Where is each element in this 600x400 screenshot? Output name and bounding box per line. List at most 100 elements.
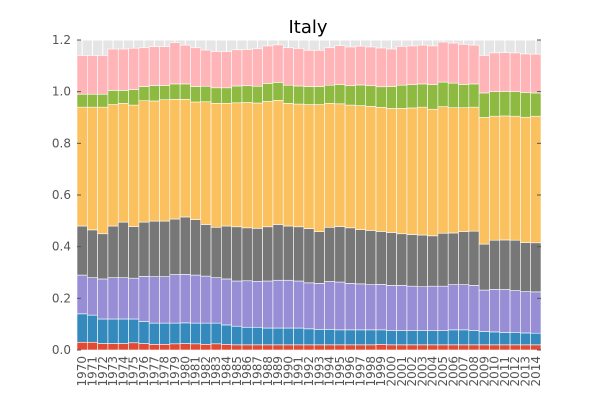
bar-segment — [210, 226, 222, 278]
bar-segment — [437, 344, 449, 351]
bar-segment — [138, 86, 150, 102]
bar-segment — [293, 327, 305, 346]
bar-segment — [406, 330, 418, 346]
bar-segment — [282, 102, 294, 227]
bar-segment — [117, 48, 129, 91]
bar-segment — [386, 108, 397, 233]
bar-segment — [386, 86, 397, 109]
bar-segment — [272, 224, 284, 281]
x-tick-label: 1990 — [281, 356, 295, 387]
bar-segment — [416, 344, 428, 351]
x-tick-label: 2011 — [498, 356, 512, 387]
bar-segment — [303, 104, 315, 229]
bar-segment — [396, 233, 408, 286]
bar-segment — [241, 344, 253, 351]
bar-segment — [117, 102, 129, 223]
bar-segment — [458, 44, 470, 85]
bar-segment — [179, 343, 191, 351]
bar-segment — [272, 327, 284, 346]
bar-segment — [303, 86, 315, 105]
x-tick-label: 2006 — [446, 356, 460, 387]
bar-segment — [159, 276, 171, 324]
bar-segment — [293, 48, 305, 87]
bar-segment — [437, 285, 449, 331]
x-tick-label: 1972 — [96, 356, 110, 387]
bar-segment — [313, 50, 325, 87]
bar-segment — [313, 231, 325, 284]
bar-segment — [107, 343, 119, 351]
bar-segment — [478, 55, 490, 94]
y-tick-label: 0.2 — [52, 291, 71, 305]
bar-segment — [241, 280, 253, 328]
bar-segment — [303, 228, 315, 284]
bar-segment — [251, 228, 263, 282]
bar-segment — [520, 53, 531, 94]
bar-segment — [128, 104, 140, 227]
bar-segment — [97, 93, 109, 108]
bar-segment — [375, 329, 387, 345]
bar-segment — [169, 83, 181, 100]
bar-segment — [76, 225, 88, 276]
bar-segment — [365, 106, 377, 231]
bar-segment — [128, 226, 140, 279]
bar-segment — [427, 344, 439, 351]
bar-segment — [221, 278, 232, 326]
bar-segment — [97, 106, 109, 235]
bar-segment — [396, 285, 408, 331]
bar-segment — [210, 277, 222, 324]
bar-segment — [520, 332, 531, 346]
x-tick-label: 1986 — [240, 356, 254, 387]
bar-segment — [221, 225, 232, 280]
bar-segment — [509, 91, 521, 117]
bar-segment — [159, 220, 171, 277]
x-tick-label: 1994 — [323, 356, 337, 387]
bar-segment — [375, 86, 387, 108]
x-tick-label: 1983 — [209, 356, 223, 387]
bar-segment — [375, 284, 387, 331]
bar-segment — [107, 225, 119, 278]
bar-segment — [344, 283, 356, 331]
bar-segment — [427, 285, 439, 331]
x-tick-label: 1992 — [302, 356, 316, 387]
bar-segment — [324, 344, 336, 351]
bar-segment — [416, 330, 428, 346]
bar-segment — [179, 83, 191, 100]
bar-segment — [262, 280, 274, 329]
bar-segment — [509, 344, 521, 351]
x-tick-label: 1985 — [230, 356, 244, 387]
x-tick-label: 2007 — [457, 356, 471, 387]
bar-segment — [365, 329, 377, 346]
x-tick-label: 1988 — [261, 356, 275, 387]
bar-segment — [251, 280, 263, 328]
bar-segment — [148, 85, 160, 102]
bar-segment — [97, 318, 109, 344]
bar-segment — [87, 314, 98, 343]
bar-segment — [179, 274, 191, 324]
bar-segment — [159, 85, 171, 100]
bar-segment — [406, 107, 418, 235]
x-tick-label: 1995 — [333, 356, 347, 387]
bar-segment — [386, 344, 397, 351]
bar-segment — [447, 344, 459, 351]
bar-segment — [416, 286, 428, 331]
bar-segment — [231, 325, 243, 346]
x-tick-label: 1977 — [147, 356, 161, 387]
bar-segment — [344, 104, 356, 229]
bar-segment — [231, 226, 243, 282]
bar-segment — [282, 344, 294, 351]
bar-segment — [282, 47, 294, 86]
bar-segment — [148, 220, 160, 277]
bar-segment — [179, 216, 191, 275]
y-axis-ticks: 0.0 0.2 0.4 0.6 0.8 1.0 1.2 — [52, 33, 541, 357]
bar-segment — [520, 92, 531, 118]
bar-segment — [210, 102, 222, 228]
bar-segment — [489, 344, 501, 351]
bar-segment — [416, 234, 428, 288]
bar-segment — [241, 85, 253, 103]
bar-segment — [489, 52, 501, 92]
x-tick-label: 1998 — [364, 356, 378, 387]
bar-segment — [97, 233, 109, 280]
bar-segment — [468, 330, 480, 346]
bar-segment — [344, 227, 356, 284]
x-tick-label: 2008 — [467, 356, 481, 387]
